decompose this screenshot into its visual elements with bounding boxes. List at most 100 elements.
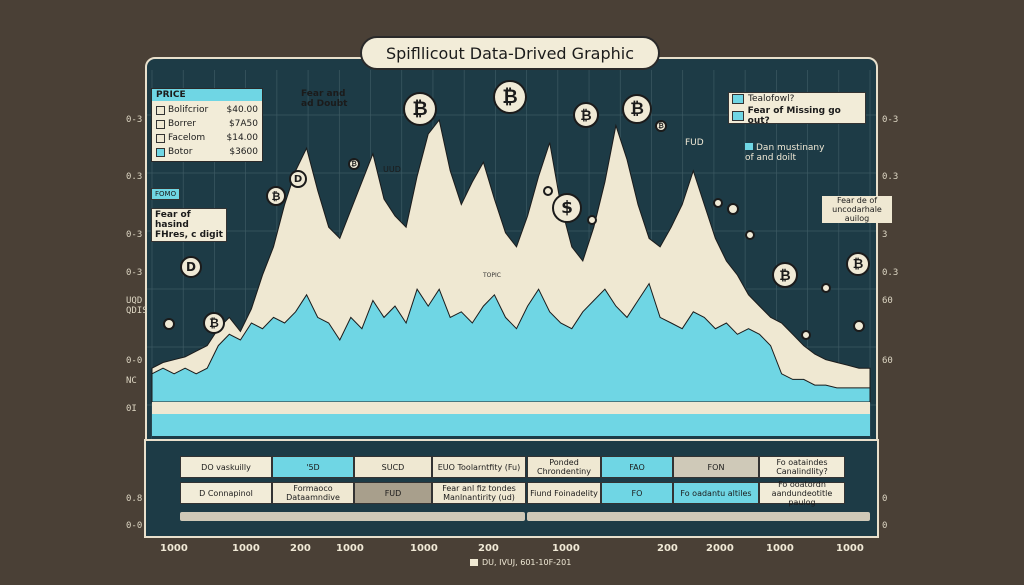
d-coin-icon: D <box>289 170 307 188</box>
table-left-r1-c3: SUCD <box>354 456 432 478</box>
x-tick-1: 1000 <box>232 543 260 554</box>
bitcoin-coin-icon: ₿ <box>493 80 527 114</box>
series-areas <box>151 118 871 403</box>
fud-top-note: FUD <box>685 138 704 148</box>
tease-box: Tealofowl? Fear of Missing go out? <box>728 92 866 126</box>
legend-label: Borrer <box>168 119 196 129</box>
bitcoin-coin-icon: ₿ <box>348 158 360 170</box>
legend-value: $14.00 <box>226 133 259 143</box>
missing-swatch <box>732 111 744 121</box>
table-left-r2-label: D Connapinol <box>180 482 272 504</box>
footer-note: DU, IVUJ, 601-10F-201 <box>470 558 571 567</box>
legend-item: Borrer $7A50 <box>156 117 258 131</box>
bitcoin-coin-icon: ₿ <box>203 312 225 334</box>
bitcoin-coin-icon: ₿ <box>655 120 667 132</box>
table-right-r1-c1: Ponded Chrondentiny <box>527 456 601 478</box>
uud-note: UUD <box>383 165 401 174</box>
table-left-r1-label: DO vaskuilly <box>180 456 272 478</box>
tease-swatch <box>732 94 744 104</box>
legend-item: Bolifcrior $40.00 <box>156 103 258 117</box>
table-right-r2-c3: Fo oadantu altiles <box>673 482 759 504</box>
d-coin-icon: D <box>180 256 202 278</box>
legend-item: Facelom $14.00 <box>156 131 258 145</box>
table-footer-bar-0 <box>180 512 525 521</box>
y-tick-left-0: 0-3 <box>126 115 143 125</box>
marker-dot-icon <box>163 318 175 330</box>
legend-header: PRICE <box>152 89 262 101</box>
table-right-r1-c2: FAO <box>601 456 673 478</box>
y-tick-left-10: 0-0 <box>126 521 143 531</box>
y-tick-right-1: 0.3 <box>882 172 899 182</box>
y-tick-left-4: UQD <box>126 296 143 306</box>
y-tick-right-7: 0 <box>882 521 888 531</box>
table-right-r2-c2: FO <box>601 482 673 504</box>
marker-dot-icon <box>543 186 553 196</box>
legend-items: Bolifcrior $40.00 Borrer $7A50 Facelom $14.00… <box>152 101 262 161</box>
bottom-band-1 <box>152 414 870 436</box>
table-footer-bar-1 <box>527 512 870 521</box>
y-tick-left-5: QDIS <box>126 306 148 316</box>
y-tick-right-2: 3 <box>882 230 888 240</box>
x-tick-4: 1000 <box>410 543 438 554</box>
legend-swatch <box>156 133 165 143</box>
marker-dot-icon <box>801 330 811 340</box>
legend-value: $40.00 <box>226 105 259 115</box>
bottom-band-2 <box>152 436 870 440</box>
table-left-r1-c4: EUO Toolarntfity (Fu) <box>432 456 526 478</box>
x-tick-9: 1000 <box>766 543 794 554</box>
legend-item: Botor $3600 <box>156 145 258 159</box>
table-left-r2-c2: Formaoco Dataamndive <box>272 482 354 504</box>
series-area-price-cyan <box>151 282 871 403</box>
tease-label: Tealofowl? <box>748 94 795 104</box>
x-tick-7: 200 <box>657 543 678 554</box>
legend-swatch <box>156 119 165 129</box>
footer-swatch <box>470 559 478 566</box>
fear-rising-note: Fear of hasind FHres, c digit <box>151 208 227 242</box>
legend-value: $3600 <box>229 147 258 157</box>
y-tick-right-3: 0.3 <box>882 268 899 278</box>
bitcoin-coin-icon: ₿ <box>266 186 286 206</box>
x-tick-0: 1000 <box>160 543 188 554</box>
marker-dot-icon <box>587 215 597 225</box>
table-left-r2-c3: FUD <box>354 482 432 504</box>
y-tick-right-4: 60 <box>882 296 893 306</box>
table-right-r2-c1: Fiund Foinadelity <box>527 482 601 504</box>
table-right-r1-c3: FON <box>673 456 759 478</box>
y-tick-left-9: 0.8 <box>126 494 143 504</box>
y-tick-left-1: 0.3 <box>126 172 143 182</box>
bottom-band-0 <box>152 402 870 414</box>
marker-dot-icon <box>853 320 865 332</box>
topic-note: TOPIC <box>483 272 501 279</box>
y-tick-right-5: 60 <box>882 356 893 366</box>
bitcoin-coin-icon: ₿ <box>846 252 870 276</box>
table-right-r2-c4: Fo ooatordn aandundeotitle paulog <box>759 480 845 507</box>
dollar-coin-icon: $ <box>552 193 582 223</box>
y-tick-left-6: 0-0 <box>126 356 143 366</box>
legend-swatch <box>156 105 165 115</box>
table-left-r2-c4: Fear anl fiz tondes Manlnantirity (ud) <box>432 482 526 504</box>
legend: PRICE Bolifcrior $40.00 Borrer $7A50 Facelom… <box>151 88 263 162</box>
table-left-r1-c2: '5D <box>272 456 354 478</box>
y-tick-right-6: 0 <box>882 494 888 504</box>
x-tick-5: 200 <box>478 543 499 554</box>
y-tick-left-3: 0-3 <box>126 268 143 278</box>
legend-swatch <box>156 147 165 157</box>
legend-label: Botor <box>168 147 193 157</box>
footer-label: DU, IVUJ, 601-10F-201 <box>482 558 572 567</box>
x-tick-10: 1000 <box>836 543 864 554</box>
den-label: Dan mustinany of and doilt <box>745 143 825 163</box>
bitcoin-coin-icon: ₿ <box>772 262 798 288</box>
marker-dot-icon <box>745 230 755 240</box>
y-tick-right-0: 0-3 <box>882 115 899 125</box>
den-swatch <box>745 143 753 150</box>
right-note: Fear de of uncodarhale auilog <box>822 196 892 223</box>
missing-label: Fear of Missing go out? <box>747 106 841 126</box>
fomo-tag: FOMO <box>151 188 181 200</box>
bitcoin-coin-icon: ₿ <box>622 94 652 124</box>
y-tick-left-7: NC <box>126 376 137 386</box>
x-tick-8: 2000 <box>706 543 734 554</box>
chart-title: Spifllicout Data-Drived Graphic <box>360 36 660 70</box>
legend-label: Facelom <box>168 133 206 143</box>
legend-value: $7A50 <box>228 119 258 129</box>
